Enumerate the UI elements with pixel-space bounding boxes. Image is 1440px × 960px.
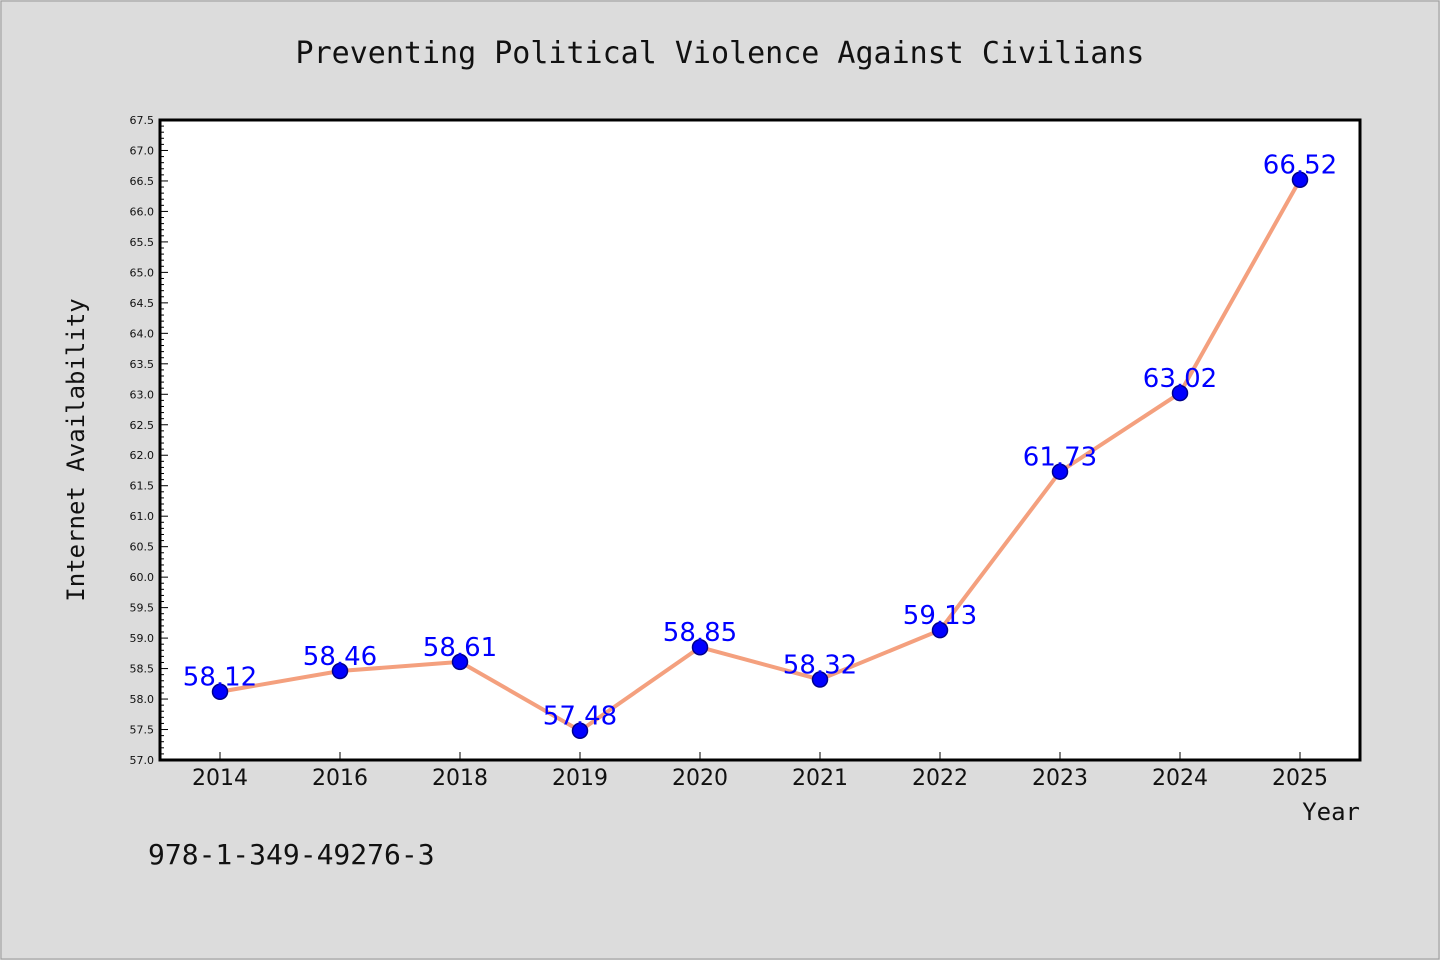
y-tick-label: 67.5 [130, 114, 155, 127]
y-tick-label: 67.0 [130, 144, 155, 157]
x-tick-label: 2021 [792, 766, 848, 791]
data-point [811, 671, 829, 688]
data-label: 58.61 [423, 633, 497, 663]
x-tick-label: 2025 [1272, 766, 1328, 791]
series-layer [211, 171, 1309, 739]
y-tick-label: 66.0 [130, 205, 155, 218]
data-label: 59.13 [903, 601, 977, 631]
isbn-text: 978-1-349-49276-3 [148, 838, 435, 871]
x-tick-label: 2014 [192, 766, 248, 791]
y-tick-label: 64.0 [130, 327, 155, 340]
series-line [218, 177, 1302, 733]
y-tick-label: 57.0 [130, 754, 155, 767]
data-label: 58.12 [183, 663, 257, 693]
x-tick-label: 2019 [552, 766, 608, 791]
y-tick-label: 58.0 [130, 693, 155, 706]
y-tick-label: 60.5 [130, 541, 155, 554]
y-tick-label: 63.5 [130, 358, 155, 371]
y-tick-label: 62.5 [130, 419, 155, 432]
x-tick-label: 2022 [912, 766, 968, 791]
data-label: 63.02 [1143, 364, 1217, 394]
y-tick-label: 59.0 [130, 632, 155, 645]
data-label: 57.48 [543, 702, 617, 732]
y-tick-label: 65.0 [130, 266, 155, 279]
data-point [931, 621, 949, 639]
data-point [331, 662, 349, 680]
y-tick-label: 60.0 [130, 571, 155, 584]
y-tick-label: 59.5 [130, 602, 155, 615]
data-label: 58.85 [663, 618, 737, 648]
data-point [211, 683, 229, 700]
y-tick-label: 61.0 [130, 510, 155, 523]
y-tick-label: 63.0 [130, 388, 155, 401]
y-tick-label: 65.5 [130, 236, 155, 249]
data-label: 58.32 [783, 651, 857, 681]
data-labels: 58.12 58.46 58.61 57.48 58.85 58.32 59.13 61.73… [183, 151, 1337, 732]
data-point [1291, 171, 1309, 188]
x-axis-label: Year [1302, 798, 1360, 826]
y-tick-label: 66.5 [130, 175, 155, 188]
data-label: 66.52 [1263, 151, 1337, 181]
data-point [1171, 384, 1189, 402]
data-point [691, 638, 709, 656]
x-tick-label: 2016 [312, 766, 368, 791]
y-tick-label: 62.0 [130, 449, 155, 462]
x-tick-label: 2023 [1032, 766, 1088, 791]
data-point [451, 653, 469, 671]
data-point [1051, 463, 1069, 480]
plot-area [158, 118, 1362, 762]
y-axis: 57.0 57.5 58.0 58.5 59.0 59.5 60.0 60.5 61.0 61.5… [130, 114, 168, 767]
data-label: 61.73 [1023, 443, 1097, 473]
data-label: 58.46 [303, 642, 377, 672]
y-tick-label: 58.5 [130, 663, 155, 676]
x-tick-label: 2024 [1152, 766, 1208, 791]
y-tick-label: 61.5 [130, 480, 155, 493]
x-tick-label: 2020 [672, 766, 728, 791]
y-tick-label: 57.5 [130, 724, 155, 737]
y-tick-label: 64.5 [130, 297, 155, 310]
x-axis: 2014 2016 2018 2019 2020 2021 2022 2023 2024 2025 [192, 752, 1328, 791]
data-point [571, 722, 589, 739]
chart-title: Preventing Political Violence Against Ci… [296, 36, 1145, 71]
y-axis-label: Internet Availability [62, 298, 90, 601]
x-tick-label: 2018 [432, 766, 488, 791]
